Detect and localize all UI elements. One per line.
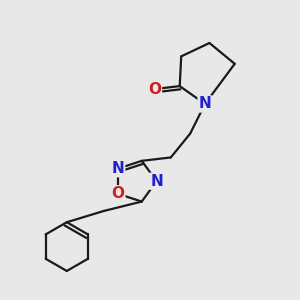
Text: N: N bbox=[112, 161, 124, 176]
Text: O: O bbox=[148, 82, 161, 97]
Text: N: N bbox=[199, 96, 212, 111]
Text: N: N bbox=[150, 174, 163, 189]
Text: O: O bbox=[111, 186, 124, 201]
